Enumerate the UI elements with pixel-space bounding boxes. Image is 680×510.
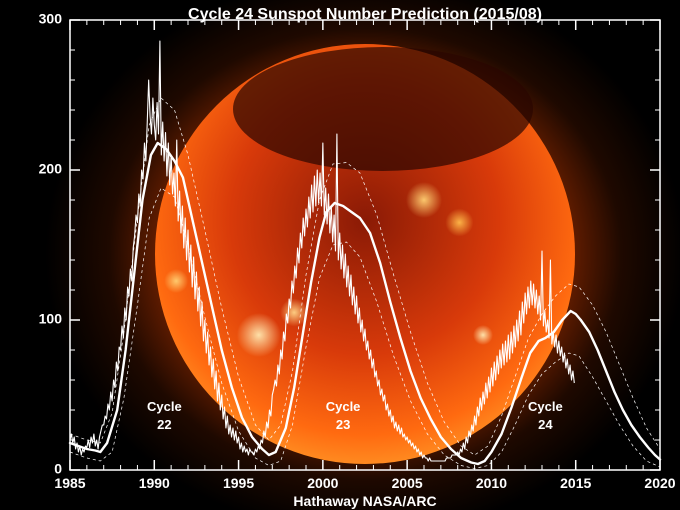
chart-credit: Hathaway NASA/ARC xyxy=(293,493,436,509)
svg-text:22: 22 xyxy=(157,417,171,432)
svg-text:2010: 2010 xyxy=(476,475,507,491)
svg-text:Cycle: Cycle xyxy=(326,399,361,414)
svg-text:1990: 1990 xyxy=(139,475,170,491)
chart-svg: 1985 1990 1995 2000 2005 2010 2015 2020 0 100 200 3… xyxy=(0,0,680,510)
chart-title: Cycle 24 Sunspot Number Prediction (2015… xyxy=(188,6,542,23)
svg-text:2005: 2005 xyxy=(392,475,423,491)
svg-text:0: 0 xyxy=(54,461,62,477)
svg-text:100: 100 xyxy=(39,311,63,327)
svg-text:200: 200 xyxy=(39,161,63,177)
svg-text:Cycle: Cycle xyxy=(147,399,182,414)
svg-text:24: 24 xyxy=(538,417,553,432)
svg-text:Cycle: Cycle xyxy=(528,399,563,414)
svg-text:1985: 1985 xyxy=(54,475,85,491)
svg-text:2015: 2015 xyxy=(560,475,591,491)
svg-text:300: 300 xyxy=(39,11,63,27)
svg-text:2020: 2020 xyxy=(644,475,675,491)
chart-root: 1985 1990 1995 2000 2005 2010 2015 2020 0 100 200 3… xyxy=(0,0,680,510)
svg-text:23: 23 xyxy=(336,417,350,432)
svg-text:1995: 1995 xyxy=(223,475,254,491)
svg-text:2000: 2000 xyxy=(307,475,338,491)
